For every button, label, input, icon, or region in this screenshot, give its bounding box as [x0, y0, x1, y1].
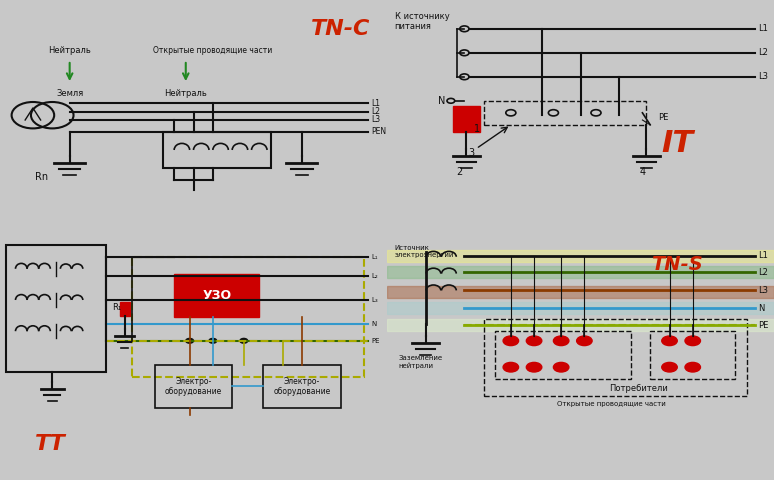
Text: Нейтраль: Нейтраль — [48, 46, 91, 55]
Bar — [387, 319, 774, 331]
Text: L3: L3 — [372, 116, 381, 124]
Text: Электро-
оборудование: Электро- оборудование — [165, 377, 222, 396]
Text: R₁: R₁ — [112, 303, 122, 312]
Text: PE: PE — [658, 113, 668, 122]
Bar — [174, 274, 259, 317]
Circle shape — [685, 362, 700, 372]
Text: PEN: PEN — [372, 128, 387, 136]
Circle shape — [186, 338, 194, 343]
Text: К источнику
питания: К источнику питания — [395, 12, 450, 31]
Text: Потребители: Потребители — [609, 384, 668, 393]
Circle shape — [503, 362, 519, 372]
Bar — [387, 286, 774, 298]
Circle shape — [685, 336, 700, 346]
Text: L₁: L₁ — [372, 254, 378, 260]
Circle shape — [209, 338, 217, 343]
Text: Нейтраль: Нейтраль — [164, 89, 207, 98]
Text: L1: L1 — [759, 251, 769, 260]
Bar — [120, 302, 130, 316]
Text: PE: PE — [372, 338, 380, 344]
Bar — [453, 106, 480, 132]
Text: TN-C: TN-C — [311, 19, 370, 39]
Text: 1: 1 — [474, 124, 480, 133]
Text: Открытые проводящие части: Открытые проводящие части — [557, 401, 666, 407]
Text: Rn: Rn — [35, 172, 48, 182]
Text: Заземление
нейтрали: Заземление нейтрали — [399, 355, 443, 369]
Circle shape — [240, 338, 248, 343]
Bar — [263, 365, 341, 408]
Bar — [650, 331, 735, 379]
Circle shape — [526, 362, 542, 372]
Text: L3: L3 — [759, 72, 769, 81]
Text: Источник
электроэнергии: Источник электроэнергии — [395, 245, 454, 258]
Text: L1: L1 — [759, 24, 769, 33]
Circle shape — [526, 336, 542, 346]
Text: N: N — [372, 321, 377, 327]
Bar — [163, 132, 271, 168]
Text: N: N — [437, 96, 445, 106]
Circle shape — [553, 362, 569, 372]
Text: 3: 3 — [468, 148, 474, 158]
Text: L₃: L₃ — [372, 297, 378, 303]
Text: L₂: L₂ — [372, 273, 378, 279]
Text: L3: L3 — [759, 286, 769, 295]
Text: IT: IT — [661, 130, 694, 158]
Bar — [484, 319, 747, 396]
Text: 2: 2 — [457, 167, 463, 177]
Text: L2: L2 — [372, 107, 381, 116]
Bar — [387, 302, 774, 314]
Circle shape — [503, 336, 519, 346]
Bar — [387, 250, 774, 262]
Text: TT: TT — [35, 434, 66, 454]
Text: L1: L1 — [372, 99, 381, 108]
Bar — [155, 365, 232, 408]
Text: L2: L2 — [759, 48, 769, 57]
Circle shape — [662, 336, 677, 346]
Text: Земля: Земля — [56, 89, 84, 98]
Circle shape — [662, 362, 677, 372]
Bar — [132, 257, 364, 377]
Text: УЗО: УЗО — [202, 288, 231, 302]
Text: L2: L2 — [759, 268, 769, 277]
Text: 4: 4 — [639, 167, 646, 177]
Text: N: N — [759, 304, 765, 313]
Text: PE: PE — [759, 321, 769, 330]
Bar — [387, 266, 774, 278]
Bar — [495, 331, 631, 379]
Circle shape — [577, 336, 592, 346]
Bar — [6, 245, 107, 372]
Circle shape — [553, 336, 569, 346]
Bar — [484, 101, 646, 125]
Text: TN-S: TN-S — [652, 254, 703, 274]
Text: Электро-
оборудование: Электро- оборудование — [273, 377, 330, 396]
Text: Открытые проводящие части: Открытые проводящие части — [153, 46, 272, 55]
